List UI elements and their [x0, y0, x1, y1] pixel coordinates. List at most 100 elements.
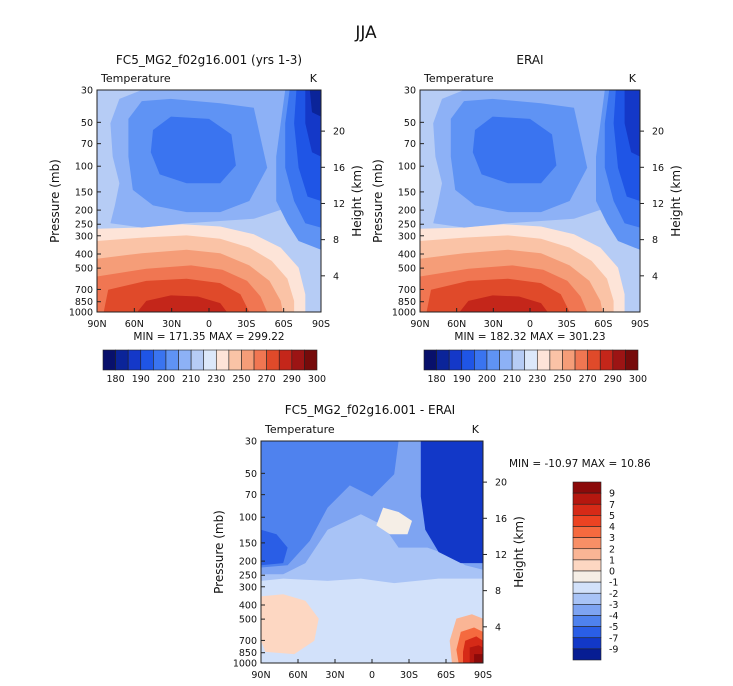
- colorbar-swatch: [127, 349, 142, 371]
- x-tick-label: 0: [369, 670, 375, 681]
- x-tick-label: 90S: [631, 319, 649, 330]
- y-tick-label: 150: [398, 187, 416, 198]
- y-tick-label: 70: [245, 490, 257, 501]
- colorbar-swatch: [241, 349, 255, 371]
- min-max-stats: MIN = 171.35 MAX = 299.22: [133, 331, 284, 343]
- x-tick-label: 0: [206, 319, 212, 330]
- colorbar-label: 200: [157, 374, 175, 385]
- y-tick-label: 100: [398, 162, 416, 173]
- y-axis-label: Pressure (mb): [371, 159, 385, 243]
- y-tick-label: 100: [75, 162, 93, 173]
- height-tick-label: 12: [652, 199, 664, 210]
- y-axis-label-right: Height (km): [350, 165, 364, 236]
- y-tick-label: 500: [398, 264, 416, 275]
- panel-title: FC5_MG2_f02g16.001 - ERAI: [285, 403, 455, 417]
- contour-diff-warm-5: [474, 654, 483, 663]
- colorbar-swatch: [572, 615, 602, 627]
- colorbar-swatch: [461, 349, 475, 371]
- colorbar-swatch: [165, 349, 179, 371]
- x-tick-label: 60N: [125, 319, 144, 330]
- x-tick-label: 90N: [87, 319, 106, 330]
- colorbar-swatch: [572, 515, 602, 527]
- y-tick-label: 200: [75, 206, 93, 217]
- y-tick-label: 50: [404, 118, 416, 129]
- colorbar-swatch: [178, 349, 192, 371]
- contour-diff-near-zero-1: [376, 507, 412, 535]
- colorbar-swatch: [153, 349, 167, 371]
- height-tick-label: 12: [495, 550, 507, 561]
- x-tick-label: 60S: [594, 319, 612, 330]
- colorbar-label: 270: [258, 374, 276, 385]
- colorbar-label: 210: [503, 374, 521, 385]
- y-tick-label: 50: [245, 469, 257, 480]
- colorbar-swatch: [115, 349, 129, 371]
- colorbar-label: 2: [609, 544, 615, 555]
- contour-warm-t6: [459, 295, 548, 312]
- height-tick-label: 8: [333, 235, 339, 246]
- y-tick-label: 300: [239, 582, 257, 593]
- height-tick-label: 4: [495, 622, 501, 633]
- colorbar-swatch: [190, 349, 205, 371]
- colorbar-label: -1: [609, 578, 618, 589]
- colorbar-swatch: [486, 349, 500, 371]
- colorbar-label: 250: [553, 374, 571, 385]
- y-tick-label: 250: [75, 220, 93, 231]
- height-tick-label: 4: [333, 271, 339, 282]
- y-tick-label: 100: [239, 513, 257, 524]
- colorbar-swatch: [436, 349, 450, 371]
- colorbar-swatch: [102, 349, 116, 371]
- y-tick-label: 300: [75, 231, 93, 242]
- colorbar-swatch: [203, 349, 217, 371]
- colorbar-swatch: [612, 349, 626, 371]
- colorbar-swatch: [572, 492, 602, 505]
- y-tick-label: 700: [398, 285, 416, 296]
- contour-polar-cold-4: [624, 90, 640, 157]
- colorbar-label: 9: [609, 489, 615, 500]
- colorbar-swatch: [574, 349, 588, 371]
- colorbar-swatch: [423, 349, 437, 371]
- colorbar-label: 190: [453, 374, 471, 385]
- colorbar-label: 3: [609, 533, 615, 544]
- colorbar-label: 180: [428, 374, 446, 385]
- x-tick-label: 0: [527, 319, 533, 330]
- colorbar-swatch: [572, 637, 602, 650]
- x-tick-label: 30S: [400, 670, 418, 681]
- colorbar-label: 230: [207, 374, 225, 385]
- contour-upper-cold-3: [472, 116, 557, 184]
- colorbar-label: 250: [232, 374, 250, 385]
- y-tick-label: 30: [81, 86, 93, 97]
- colorbar-swatch: [572, 604, 602, 616]
- y-tick-label: 700: [75, 285, 93, 296]
- colorbar-swatch: [572, 648, 602, 661]
- y-axis-label-right: Height (km): [669, 165, 683, 236]
- x-tick-label: 30S: [558, 319, 576, 330]
- units-label: K: [310, 72, 318, 85]
- contour-warm-t6: [137, 295, 227, 312]
- colorbar-swatch: [536, 349, 551, 371]
- colorbar-swatch: [572, 581, 602, 594]
- y-axis-label: Pressure (mb): [48, 159, 62, 243]
- x-tick-label: 90N: [410, 319, 429, 330]
- colorbar-label: 5: [609, 511, 615, 522]
- y-tick-label: 1000: [69, 308, 93, 319]
- panel-title: FC5_MG2_f02g16.001 (yrs 1-3): [116, 53, 302, 67]
- colorbar-swatch: [572, 481, 602, 494]
- x-tick-label: 60N: [447, 319, 466, 330]
- x-tick-label: 90S: [474, 670, 492, 681]
- colorbar-swatch: [304, 349, 318, 371]
- y-tick-label: 850: [75, 297, 93, 308]
- height-tick-label: 20: [333, 127, 345, 138]
- colorbar-swatch: [215, 349, 230, 371]
- y-tick-label: 700: [239, 636, 257, 647]
- x-tick-label: 60S: [275, 319, 293, 330]
- y-tick-label: 500: [239, 615, 257, 626]
- y-tick-label: 400: [398, 249, 416, 260]
- y-tick-label: 150: [75, 187, 93, 198]
- y-tick-label: 250: [398, 220, 416, 231]
- colorbar-swatch: [599, 349, 614, 371]
- colorbar-label: -7: [609, 633, 618, 644]
- panel-subtitle: Temperature: [423, 72, 494, 85]
- colorbar-swatch: [572, 526, 602, 538]
